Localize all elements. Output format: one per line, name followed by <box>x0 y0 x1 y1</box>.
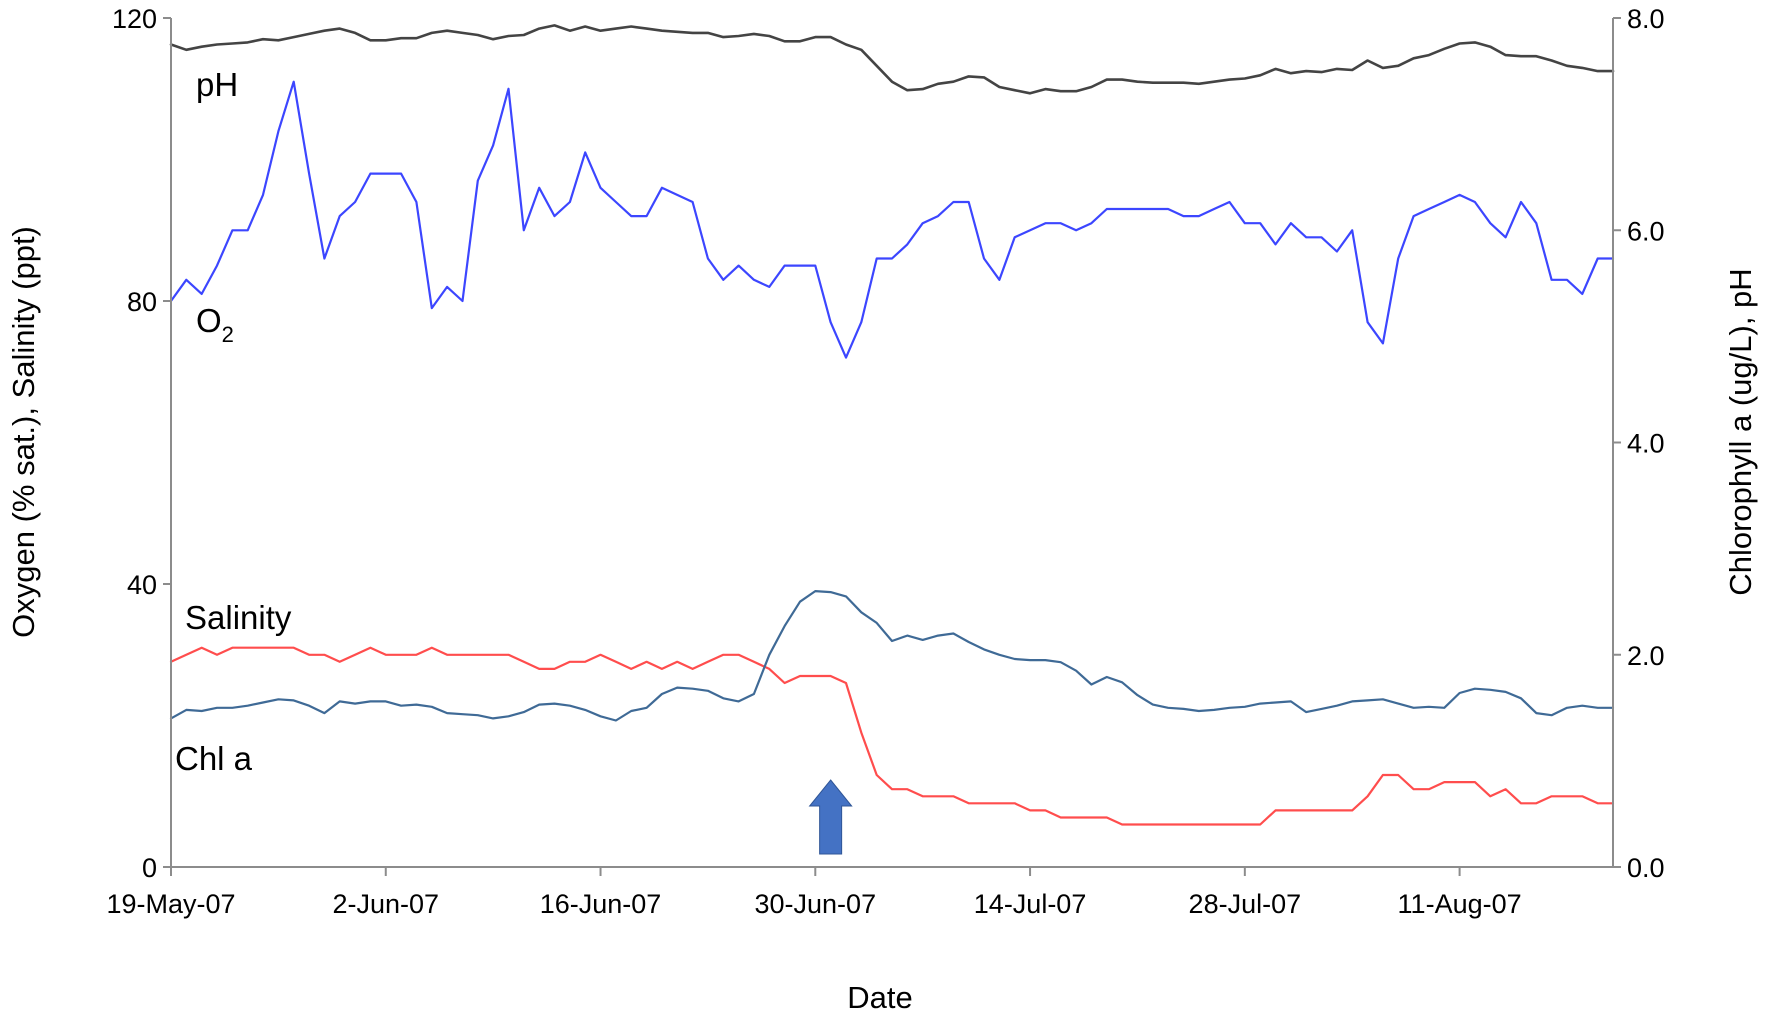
y-tick-label-left: 120 <box>112 4 157 34</box>
x-axis-title: Date <box>847 980 912 1015</box>
y-tick-label-right: 2.0 <box>1627 641 1665 671</box>
x-tick-label: 2-Jun-07 <box>332 889 439 919</box>
series-label-o2-main: O <box>196 302 222 339</box>
series-label-chla: Chl a <box>175 740 253 777</box>
x-tick-label: 16-Jun-07 <box>540 889 662 919</box>
y-tick-label-left: 0 <box>142 853 157 883</box>
x-tick-label: 14-Jul-07 <box>974 889 1087 919</box>
series-line-chla <box>169 589 1615 722</box>
series-line-salinity <box>169 646 1615 826</box>
series-label-ph: pH <box>196 66 238 103</box>
x-tick-label: 28-Jul-07 <box>1189 889 1302 919</box>
series-line-o2 <box>169 80 1615 359</box>
y-tick-label-right: 4.0 <box>1627 429 1665 459</box>
x-tick-label: 30-Jun-07 <box>755 889 877 919</box>
x-tick-label: 11-Aug-07 <box>1398 889 1522 919</box>
x-tick-label: 19-May-07 <box>106 889 235 919</box>
series-label-salinity: Salinity <box>185 599 292 636</box>
y-axis-title-left: Oxygen (% sat.), Salinity (ppt) <box>6 226 41 638</box>
y-tick-label-left: 80 <box>127 287 157 317</box>
annotation-arrow-up <box>808 779 853 855</box>
y-tick-label-right: 6.0 <box>1627 216 1665 246</box>
annotation-layer <box>808 779 853 855</box>
y-axis-title-right: Chlorophyll a (ug/L), pH <box>1723 268 1758 595</box>
y-tick-label-right: 0.0 <box>1627 853 1665 883</box>
series-line-ph <box>169 24 1615 95</box>
y-tick-label-right: 8.0 <box>1627 4 1665 34</box>
series-layer <box>169 24 1615 826</box>
series-label-o2: O2 <box>196 302 234 347</box>
series-label-o2-subscript: 2 <box>222 322 234 347</box>
axes-layer: 0 40 80 120 0.0 2.0 4.0 6.0 8.0 19-May-07 2-Jun-07… <box>106 4 1664 919</box>
y-tick-label-left: 40 <box>127 570 157 600</box>
